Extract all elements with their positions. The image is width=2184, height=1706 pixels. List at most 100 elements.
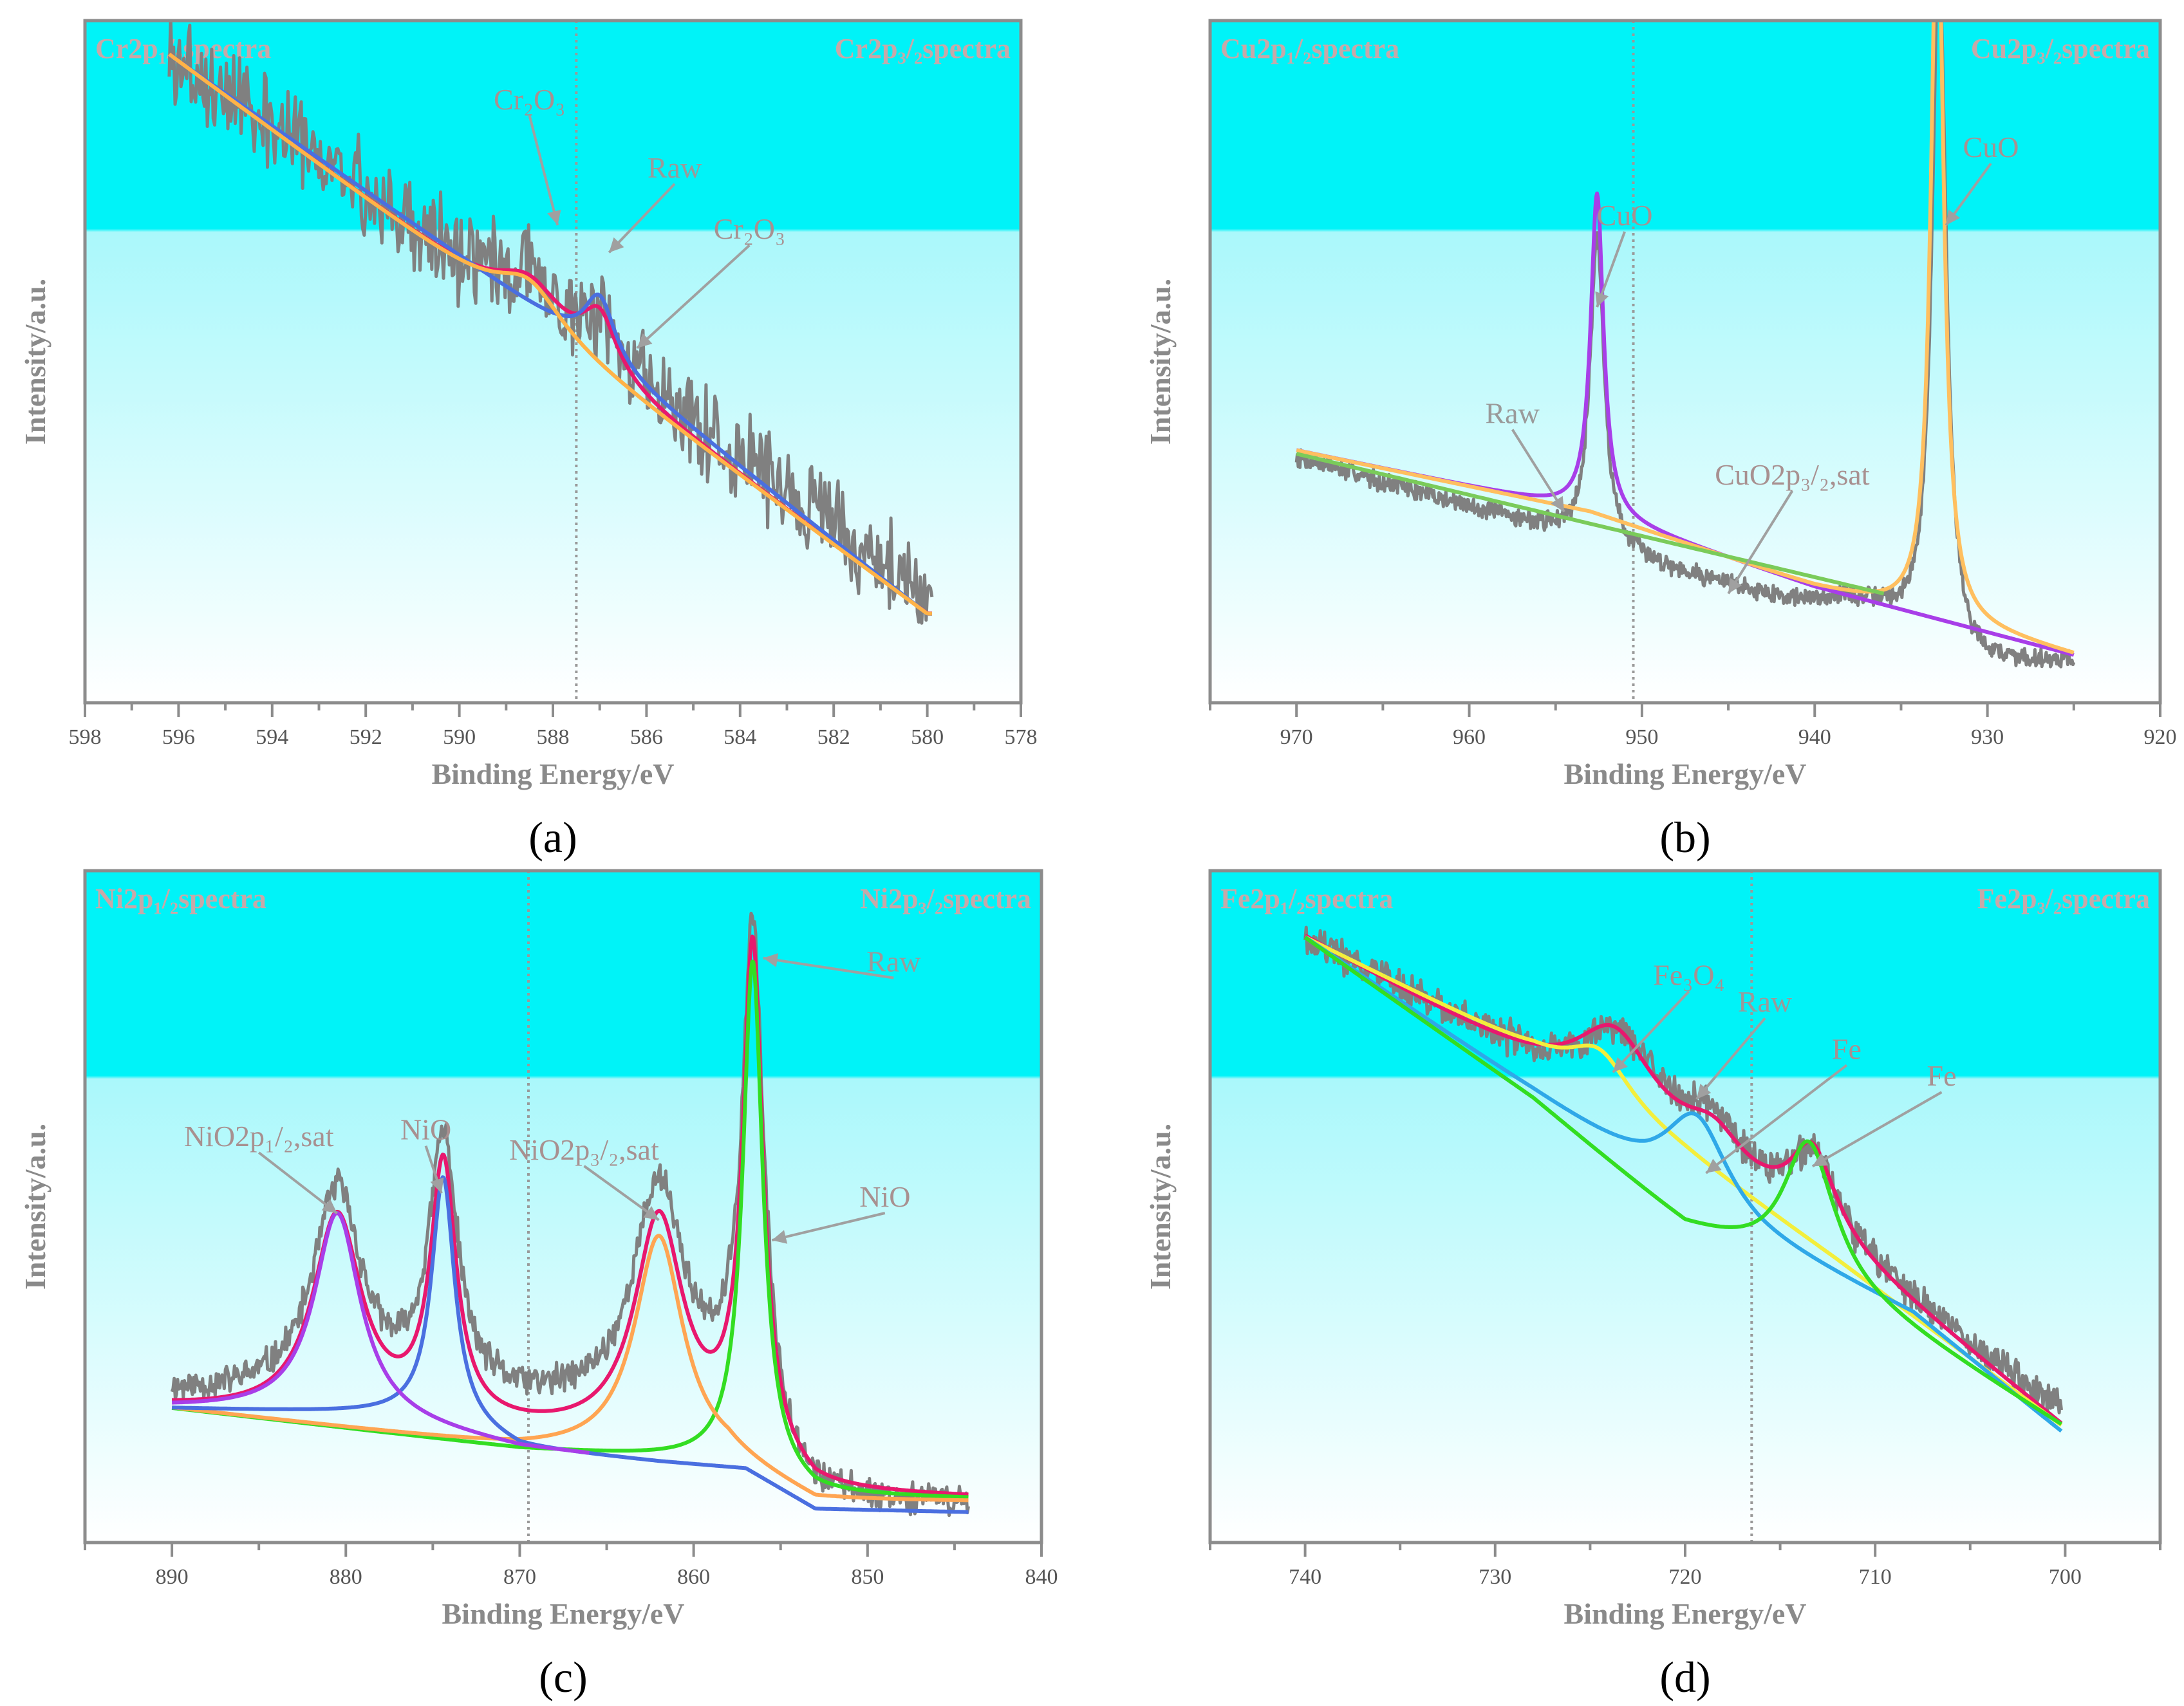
annotation-arrow [1705, 1064, 1848, 1174]
annotation-arrowhead [430, 1177, 444, 1194]
annotation-arrowhead [609, 237, 624, 253]
y-axis-title: Intensity/a.u. [1144, 279, 1177, 445]
x-tick-label: 700 [2049, 1565, 2082, 1589]
annotation-arrow [763, 956, 894, 979]
region-label-right: Cu2p₃/₂spectra [1971, 33, 2150, 64]
series-nio2p3-2-sat [171, 1234, 969, 1503]
x-tick-label: 580 [911, 725, 944, 749]
annotation-label: CuO [1597, 199, 1653, 232]
series-group [170, 911, 970, 1517]
annotation-arrowhead [321, 1199, 337, 1214]
x-tick-label: 730 [1479, 1565, 1511, 1589]
panel-a: Cr2p₁/₂spectra Cr2p₃/₂spectra Cr₂O₃ Raw Cr₂O… [0, 0, 1092, 862]
panel-c: Ni2p₁/₂spectra Ni2p₃/₂spectra NiO2p₁/₂,sat… [0, 853, 1092, 1706]
x-tick-label: 950 [1625, 725, 1658, 749]
y-axis-title: Intensity/a.u. [19, 1124, 51, 1290]
annotation-arrowhead [772, 1230, 788, 1244]
annotation-label: Fe [1927, 1059, 1957, 1092]
panel-d: Fe2p₁/₂spectra Fe2p₃/₂spectra Fe₃O₄ Raw Fe Fe… [1092, 853, 2184, 1706]
x-tick-label: 598 [69, 725, 102, 749]
x-tick-label: 920 [2144, 725, 2177, 749]
x-tick-label: 870 [503, 1565, 536, 1589]
annotation-arrowhead [1696, 1084, 1712, 1099]
annotation-label: CuO2p₃/₂,sat [1715, 458, 1870, 491]
series-group [1303, 925, 2063, 1433]
x-tick-label: 840 [1025, 1565, 1058, 1589]
x-tick-label: 594 [256, 725, 288, 749]
annotation-arrowhead [763, 953, 779, 967]
axes-frame [1208, 19, 2162, 705]
series-group [1294, 21, 2076, 669]
x-tick-label: 590 [443, 725, 476, 749]
x-tick-label: 710 [1859, 1565, 1892, 1589]
series-nio2p1-2-sat [171, 1211, 590, 1455]
annotation-arrowhead [1612, 1057, 1628, 1073]
x-tick-label: 960 [1453, 725, 1486, 749]
x-axis-title: Binding Energy/eV [442, 1597, 684, 1630]
annotation-arrowhead [1946, 209, 1961, 225]
annotation-arrow [583, 1165, 660, 1221]
annotation-label: Raw [648, 151, 702, 184]
annotation-arrow [1612, 990, 1690, 1073]
x-tick-label: 740 [1289, 1565, 1321, 1589]
series-envelope [1304, 934, 2063, 1425]
x-axis-title: Binding Energy/eV [431, 757, 674, 790]
series-fe-2p3-2 [1303, 936, 2063, 1426]
series-cr2o3-2p1-2- [168, 52, 932, 616]
panel-caption: (a) [528, 813, 577, 862]
annotation-arrow [1511, 429, 1565, 513]
series-cuo-2p3-2 [1295, 21, 2075, 654]
region-label-left: Fe2p₁/₂spectra [1220, 883, 1393, 914]
x-tick-label: 940 [1798, 725, 1831, 749]
annotation-arrowhead [1706, 1158, 1722, 1173]
plot-area [1210, 21, 2160, 703]
x-tick-label: 578 [1005, 725, 1038, 749]
annotation-arrow [1695, 1017, 1766, 1100]
plot-area [85, 21, 1021, 703]
annotation-label: CuO [1963, 131, 2019, 163]
annotation-label: Fe [1832, 1032, 1862, 1065]
annotation-arrow [528, 115, 559, 226]
annotation-arrowhead [637, 333, 653, 348]
panel-b: Cu2p₁/₂spectra Cu2p₃/₂spectra CuO CuO Raw CuO… [1092, 0, 2184, 862]
x-tick-label: 930 [1971, 725, 2004, 749]
annotation-label: NiO [859, 1180, 910, 1213]
panel-caption: (c) [539, 1653, 587, 1701]
annotation-arrowhead [547, 209, 561, 225]
x-axis-title: Binding Energy/eV [1563, 757, 1806, 790]
annotation-arrowhead [1551, 496, 1565, 512]
annotation-label: Cr₂O₃ [494, 83, 565, 116]
chart-b: Cu2p₁/₂spectra Cu2p₃/₂spectra CuO CuO Raw CuO… [1144, 19, 2177, 862]
annotation-arrow [257, 1151, 338, 1215]
annotation-arrowhead [1728, 577, 1742, 594]
region-label-left: Cu2p₁/₂spectra [1220, 33, 1399, 64]
panel-caption: (d) [1659, 1653, 1710, 1701]
annotation-label: Cr₂O₃ [714, 212, 785, 245]
series-cr2o3-2p3-2- [168, 53, 932, 616]
x-tick-label: 880 [330, 1565, 362, 1589]
annotation-label: Fe₃O₄ [1653, 958, 1724, 991]
region-label-right: Ni2p₃/₂spectra [860, 883, 1031, 914]
y-axis-title: Intensity/a.u. [19, 279, 51, 445]
x-tick-label: 596 [162, 725, 195, 749]
chart-c: Ni2p₁/₂spectra Ni2p₃/₂spectra NiO2p₁/₂,sat… [19, 869, 1058, 1701]
annotation-arrowhead [643, 1206, 659, 1220]
x-tick-label: 720 [1669, 1565, 1702, 1589]
x-tick-label: 592 [350, 725, 382, 749]
chart-d: Fe2p₁/₂spectra Fe2p₃/₂spectra Fe₃O₄ Raw Fe Fe… [1144, 869, 2162, 1701]
x-axis-title: Binding Energy/eV [1563, 1597, 1806, 1630]
x-tick-label: 890 [156, 1565, 189, 1589]
annotation-label: Raw [1485, 396, 1540, 429]
annotation-label: NiO [400, 1113, 451, 1146]
x-tick-label: 584 [723, 725, 756, 749]
annotation-arrow [1811, 1091, 1943, 1168]
annotation-arrow [608, 183, 676, 254]
axes-frame [83, 869, 1043, 1544]
annotation-arrow [1727, 490, 1794, 595]
y-axis-title: Intensity/a.u. [1144, 1124, 1177, 1290]
annotation-label: Raw [1738, 985, 1793, 1018]
annotation-arrowhead [1812, 1153, 1829, 1167]
annotation-label: NiO2p₃/₂,sat [509, 1133, 659, 1166]
annotation-label: Raw [866, 945, 921, 978]
x-tick-label: 586 [630, 725, 663, 749]
